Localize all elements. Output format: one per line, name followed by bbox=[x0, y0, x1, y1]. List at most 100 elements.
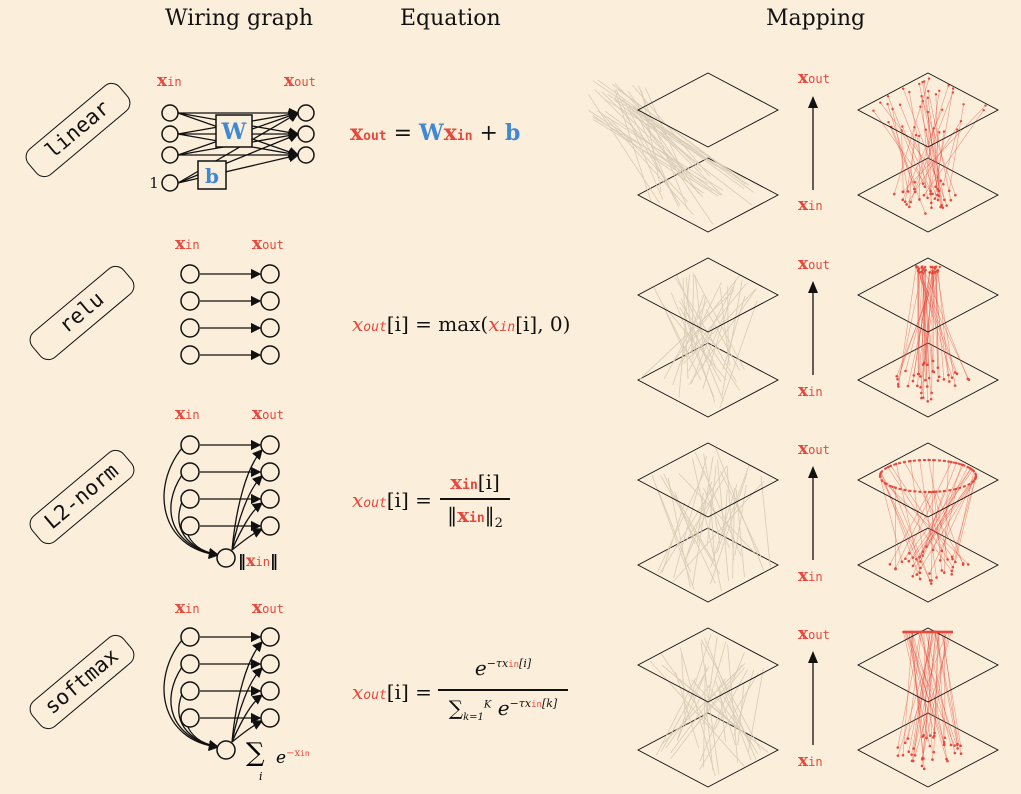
data-point bbox=[931, 265, 934, 268]
l2-equation-numerator: xin[i] bbox=[450, 470, 500, 494]
mapping-line bbox=[639, 289, 735, 380]
mapping-line bbox=[909, 127, 915, 207]
mapping-line bbox=[927, 112, 932, 208]
mapping-line bbox=[904, 135, 917, 202]
mapping-line bbox=[904, 461, 964, 564]
data-point bbox=[917, 134, 921, 138]
mapping-line bbox=[904, 631, 947, 743]
data-point bbox=[921, 735, 925, 738]
l2-equation-lhs: xout[i] = bbox=[352, 488, 432, 512]
linear-xin-label: xin bbox=[157, 71, 182, 91]
mapping-line bbox=[921, 96, 932, 203]
data-point bbox=[903, 741, 907, 745]
mapping-line bbox=[912, 477, 976, 566]
mapping-line bbox=[925, 266, 933, 381]
data-point bbox=[942, 130, 946, 133]
data-point bbox=[938, 559, 942, 562]
data-point bbox=[934, 93, 938, 96]
data-point bbox=[901, 753, 905, 757]
data-point bbox=[913, 125, 916, 129]
data-point bbox=[931, 192, 934, 196]
mapping-line bbox=[722, 296, 746, 370]
data-point bbox=[936, 366, 940, 369]
data-point bbox=[936, 193, 939, 197]
data-point bbox=[949, 743, 953, 747]
mapping-line bbox=[880, 102, 941, 181]
data-point bbox=[953, 371, 957, 374]
data-point bbox=[966, 563, 970, 566]
softmax-fraction-bar bbox=[438, 689, 568, 691]
linear-equation: xout = Wxin + b bbox=[350, 120, 521, 146]
data-point bbox=[941, 206, 945, 209]
data-point bbox=[924, 212, 927, 215]
mapping-line bbox=[952, 476, 977, 560]
mapping-line bbox=[657, 489, 691, 573]
data-point bbox=[941, 108, 944, 112]
mapping-line bbox=[895, 491, 933, 569]
softmax-equation-numerator: e−τxin[i] bbox=[474, 656, 532, 680]
mapping-line bbox=[920, 631, 952, 746]
mapping-line bbox=[922, 266, 929, 402]
mapping-line bbox=[925, 631, 956, 754]
mapping-line bbox=[933, 631, 939, 736]
mapping-line bbox=[908, 631, 933, 752]
mapping-line bbox=[912, 631, 931, 762]
mapping-line bbox=[685, 476, 726, 542]
data-point bbox=[896, 754, 900, 757]
data-point bbox=[895, 374, 899, 378]
data-point bbox=[982, 108, 985, 112]
mapping-line bbox=[892, 108, 909, 192]
data-point bbox=[906, 190, 910, 193]
mapping-line bbox=[611, 84, 746, 185]
data-point bbox=[942, 182, 945, 186]
mapping-line bbox=[936, 491, 964, 565]
mapping-line bbox=[922, 631, 937, 759]
mapping-line bbox=[887, 104, 916, 193]
data-point bbox=[932, 270, 935, 273]
mapping-line bbox=[889, 491, 930, 565]
mapping-line bbox=[699, 652, 745, 762]
relu-map-xin-label: xin bbox=[798, 381, 823, 401]
mapping-line bbox=[896, 463, 921, 573]
mapping-line bbox=[703, 664, 706, 768]
mapping-line bbox=[910, 92, 954, 203]
data-point bbox=[929, 192, 932, 196]
data-point bbox=[942, 743, 946, 746]
mapping-line bbox=[907, 631, 922, 739]
mapping-line bbox=[901, 130, 904, 192]
norm-node-label: ‖xin‖ bbox=[238, 551, 278, 570]
l2-xout-label: xout bbox=[252, 404, 284, 424]
mapping-line bbox=[703, 488, 730, 548]
data-point bbox=[918, 571, 922, 575]
data-point bbox=[921, 265, 924, 268]
mapping-line bbox=[911, 631, 924, 759]
data-point bbox=[938, 131, 941, 134]
data-point bbox=[947, 380, 951, 383]
data-point bbox=[888, 562, 892, 566]
relu-map-xout-label: xout bbox=[798, 254, 830, 274]
mapping-line bbox=[675, 672, 699, 748]
mapping-line bbox=[630, 107, 700, 165]
mapping-line bbox=[614, 99, 753, 206]
mapping-line bbox=[723, 489, 728, 541]
mapping-line bbox=[639, 118, 674, 197]
mapping-line bbox=[918, 272, 953, 378]
data-point bbox=[930, 579, 933, 582]
mapping-line bbox=[891, 126, 915, 183]
mapping-line bbox=[719, 690, 759, 755]
data-point bbox=[918, 271, 921, 274]
mapping-arrow-head bbox=[808, 651, 818, 663]
data-point bbox=[954, 193, 957, 197]
data-point bbox=[918, 82, 921, 86]
mapping-line bbox=[902, 105, 986, 193]
data-point bbox=[897, 385, 900, 388]
data-point bbox=[916, 265, 919, 269]
bias-input-label: 1 bbox=[149, 174, 159, 192]
l2-fraction-bar bbox=[440, 498, 510, 500]
data-point bbox=[950, 572, 954, 576]
mapping-header: Mapping bbox=[766, 6, 866, 31]
mapping-line bbox=[633, 105, 723, 196]
data-point bbox=[908, 90, 911, 94]
mapping-line bbox=[601, 112, 694, 215]
mapping-line bbox=[679, 647, 716, 777]
